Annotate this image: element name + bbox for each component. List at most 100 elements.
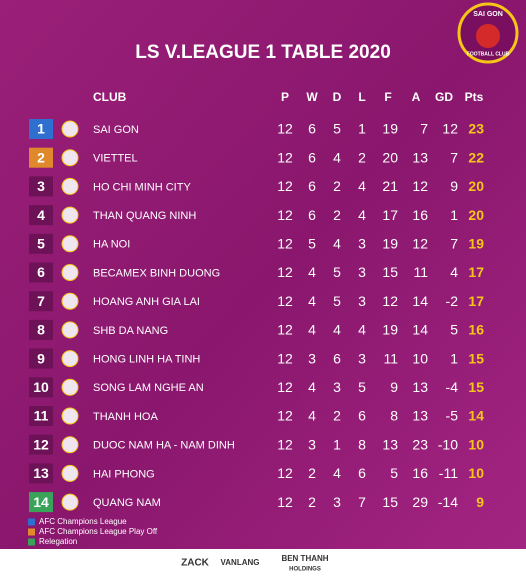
sponsor: ZACK xyxy=(181,558,210,569)
stat: 2 xyxy=(308,465,316,481)
stat: 11 xyxy=(413,264,428,280)
stat: 5 xyxy=(390,465,398,481)
stat: 12 xyxy=(277,178,293,194)
club-crest xyxy=(61,350,79,368)
stat: 12 xyxy=(382,293,398,309)
stat: 19 xyxy=(382,236,398,252)
stat: 1 xyxy=(333,436,341,452)
stat: 4 xyxy=(450,264,458,280)
club-crest xyxy=(61,206,79,224)
stat: 13 xyxy=(412,149,428,165)
club-crest xyxy=(61,407,79,425)
stat: 3 xyxy=(308,350,316,366)
stat: 12 xyxy=(277,379,293,395)
stat: 16 xyxy=(412,465,428,481)
points: 10 xyxy=(468,436,484,452)
rank-badge xyxy=(29,463,53,484)
club-name: DUOC NAM HA - NAM DINH xyxy=(93,440,235,452)
points: 19 xyxy=(468,236,484,252)
club-name: THAN QUANG NINH xyxy=(93,210,196,222)
rank: 11 xyxy=(34,408,49,424)
column-header: GD xyxy=(435,90,453,104)
stat: 3 xyxy=(333,494,341,510)
stat: 4 xyxy=(333,322,341,338)
rank: 10 xyxy=(33,379,49,395)
stat: 3 xyxy=(358,293,366,309)
rank: 2 xyxy=(37,149,45,165)
stat: -2 xyxy=(446,293,459,309)
points: 17 xyxy=(468,293,484,309)
legend-label: AFC Champions League Play Off xyxy=(39,527,158,536)
stat: -14 xyxy=(438,494,458,510)
stat: 3 xyxy=(358,264,366,280)
stat: 12 xyxy=(277,494,293,510)
stat: 6 xyxy=(308,121,316,137)
stat: 10 xyxy=(412,350,428,366)
rank-badge xyxy=(29,233,53,254)
stat: 4 xyxy=(358,178,366,194)
rank-badge xyxy=(29,262,53,283)
points: 15 xyxy=(468,379,484,395)
rank-badge xyxy=(29,434,53,455)
club-crest xyxy=(61,235,79,253)
column-header: L xyxy=(358,90,365,104)
stat: 2 xyxy=(333,207,341,223)
stat: -11 xyxy=(439,465,458,481)
club-name: HOANG ANH GIA LAI xyxy=(93,296,200,308)
legend-swatch xyxy=(28,538,35,546)
legend-swatch xyxy=(28,528,35,536)
stat: 6 xyxy=(358,465,366,481)
rank: 9 xyxy=(37,350,45,366)
club-crest xyxy=(61,493,79,511)
stat: 3 xyxy=(358,236,366,252)
club-crest xyxy=(61,264,79,281)
logo-ball xyxy=(476,24,500,48)
club-name: HONG LINH HA TINH xyxy=(93,354,200,366)
stat: 9 xyxy=(450,178,458,194)
rank: 5 xyxy=(37,236,45,252)
stat: 4 xyxy=(308,408,316,424)
stat: 4 xyxy=(333,236,341,252)
points: 17 xyxy=(468,264,484,280)
stat: 5 xyxy=(333,293,341,309)
stat: 5 xyxy=(358,379,366,395)
stat: 3 xyxy=(308,436,316,452)
stat: 4 xyxy=(358,207,366,223)
stat: 7 xyxy=(450,236,458,252)
club-name: VIETTEL xyxy=(93,153,138,165)
rank: 1 xyxy=(37,121,45,137)
club-name: QUANG NAM xyxy=(93,497,161,509)
rank-badge xyxy=(29,205,53,226)
club-crest xyxy=(61,292,79,310)
title: LS V.LEAGUE 1 TABLE 2020 xyxy=(135,42,391,63)
stat: 14 xyxy=(412,293,428,309)
column-header: CLUB xyxy=(93,90,127,104)
stat: 11 xyxy=(383,350,398,366)
rank: 14 xyxy=(33,494,49,510)
rank-badge xyxy=(29,406,53,426)
sponsor: VANLANG xyxy=(221,558,260,567)
points: 20 xyxy=(468,207,484,223)
stat: 4 xyxy=(308,379,316,395)
stat: 15 xyxy=(382,264,398,280)
legend-label: Relegation xyxy=(39,537,77,546)
stat: 9 xyxy=(390,379,398,395)
stat: 4 xyxy=(308,293,316,309)
rank: 8 xyxy=(37,322,45,338)
stat: 12 xyxy=(277,236,293,252)
stat: 12 xyxy=(412,236,428,252)
stat: 29 xyxy=(412,494,428,510)
points: 23 xyxy=(468,121,484,137)
rank-badge xyxy=(29,119,53,139)
stat: 12 xyxy=(277,207,293,223)
stat: 4 xyxy=(308,264,316,280)
stat: 12 xyxy=(277,293,293,309)
column-header: F xyxy=(384,90,391,104)
points: 9 xyxy=(476,494,484,510)
stat: 16 xyxy=(412,207,428,223)
stat: -10 xyxy=(438,436,458,452)
column-header: A xyxy=(412,90,421,104)
column-header: W xyxy=(306,90,318,104)
club-name: SHB DA NANG xyxy=(93,325,168,337)
